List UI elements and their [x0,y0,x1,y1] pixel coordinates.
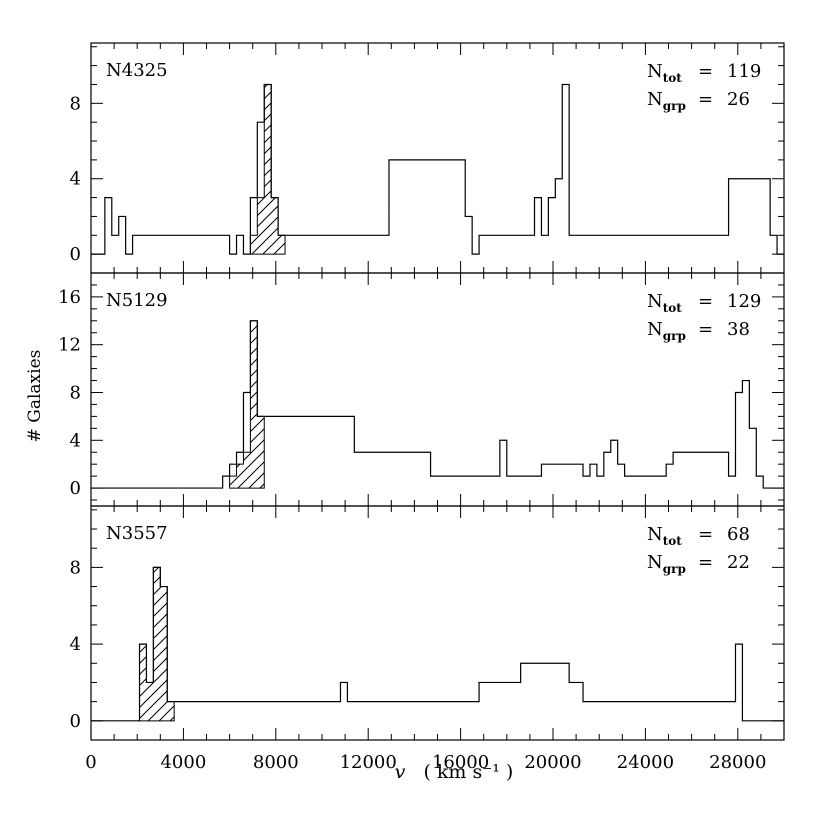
x-tick-label: 28000 [709,752,766,773]
y-tick-label: 16 [58,287,81,308]
x-tick-label: 4000 [160,752,206,773]
stat-grp-label: Ngrp [647,89,686,113]
stat-tot-label: Ntot [647,524,682,548]
panel-n4325: 0 4 8 N4325 Ntot = 119 Ngrp = 26 [70,42,785,274]
stat-grp-value: 38 [727,319,750,340]
panel-name-n3557: N3557 [106,523,168,544]
x-axis-label: v ( km s⁻¹ ) [395,761,514,783]
x-tick-label: 20000 [524,752,581,773]
stat-tot-label: Ntot [647,291,682,315]
panel-name-n4325: N4325 [106,60,168,81]
y-tick-label: 8 [70,382,81,403]
stat-grp-equals: = [698,319,713,340]
stat-grp-equals: = [698,552,713,573]
x-axis-units: ( km s⁻¹ ) [423,761,513,783]
group-histogram-n4325 [249,83,286,255]
y-tick-label: 8 [70,557,81,578]
x-tick-label: 16000 [432,752,489,773]
panel-n3557: 0 4 8 N3557 Ntot = 68 Ngrp = 22 [70,505,785,741]
stat-grp-value: 26 [727,89,750,110]
x-tick-labels: 0 4000 8000 12000 16000 20000 24000 28000 [85,752,766,773]
stat-grp-label: Ngrp [647,319,686,343]
y-tick-label: 8 [70,93,81,114]
y-tick-label: 4 [70,169,81,190]
stat-grp-value: 22 [727,552,750,573]
panels-layer: 0 4 8 N4325 Ntot = 119 Ngrp = 26 0 4 8 12 16 N5129 Ntot =… [58,42,785,773]
stat-tot-value: 119 [727,61,761,82]
total-histogram-n5129 [91,320,784,489]
stat-tot-value: 129 [727,291,761,312]
panel-n5129: 0 4 8 12 16 N5129 Ntot = 129 Ngrp = 38 [58,272,785,507]
x-axis-symbol: v [395,761,406,783]
y-tick-label: 0 [70,478,81,499]
y-tick-label: 4 [70,634,81,655]
stat-tot-equals: = [698,524,713,545]
group-histogram-n5129 [229,320,265,489]
x-tick-label: 0 [85,752,96,773]
stat-tot-value: 68 [727,524,750,545]
x-tick-label: 8000 [253,752,299,773]
y-tick-label: 4 [70,430,81,451]
y-tick-label: 0 [70,244,81,265]
x-tick-label: 12000 [340,752,397,773]
stat-grp-label: Ngrp [647,552,686,576]
stat-tot-equals: = [698,291,713,312]
panel-name-n5129: N5129 [106,290,168,311]
stat-tot-equals: = [698,61,713,82]
x-tick-label: 24000 [617,752,674,773]
y-tick-label: 12 [58,335,81,356]
y-axis-label: # Galaxies [25,350,45,443]
total-histogram-n3557 [91,566,784,722]
total-histogram-n4325 [91,83,784,255]
stat-tot-label: Ntot [647,61,682,85]
y-tick-label: 0 [70,711,81,732]
stat-grp-equals: = [698,89,713,110]
